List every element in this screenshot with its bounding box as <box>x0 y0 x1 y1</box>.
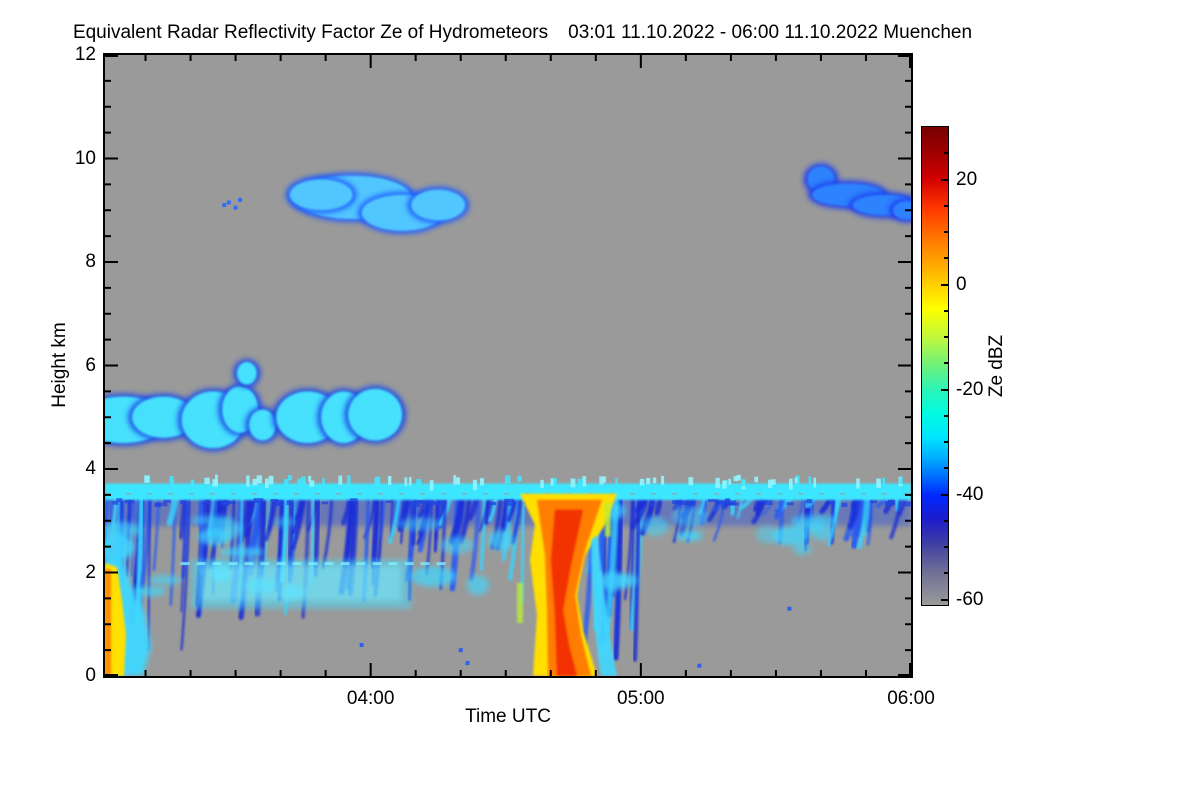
plot-area <box>103 53 913 678</box>
x-axis-label: Time UTC <box>465 706 551 727</box>
colorbar-label: Ze dBZ <box>986 334 1007 398</box>
x-tick-label: 06:00 <box>887 688 935 709</box>
y-tick-label: 10 <box>74 147 96 169</box>
y-tick-label: 0 <box>85 665 96 686</box>
chart-title-period: 03:01 11.10.2022 - 06:00 11.10.2022 Muen… <box>568 22 973 43</box>
colorbar-tick-label: -60 <box>956 588 984 610</box>
colorbar-tick-label: -40 <box>956 483 984 505</box>
x-tick-label: 04:00 <box>346 688 395 709</box>
chart-title: Equivalent Radar Reflectivity Factor Ze … <box>0 22 1045 44</box>
y-tick-label: 8 <box>85 251 96 272</box>
y-tick-label: 2 <box>85 561 96 583</box>
y-tick-label: 12 <box>74 44 96 65</box>
y-tick-label: 4 <box>85 458 96 479</box>
chart-title-main: Equivalent Radar Reflectivity Factor Ze … <box>72 22 549 43</box>
colorbar-tick-label: -20 <box>956 378 984 400</box>
colorbar-tick-label: 0 <box>956 273 967 295</box>
colorbar-tick-label: 20 <box>956 168 978 190</box>
colorbar <box>921 126 949 606</box>
heatmap-canvas <box>105 55 911 676</box>
x-tick-label: 05:00 <box>617 688 665 709</box>
y-tick-label: 6 <box>85 354 96 376</box>
colorbar-gradient <box>922 127 948 605</box>
